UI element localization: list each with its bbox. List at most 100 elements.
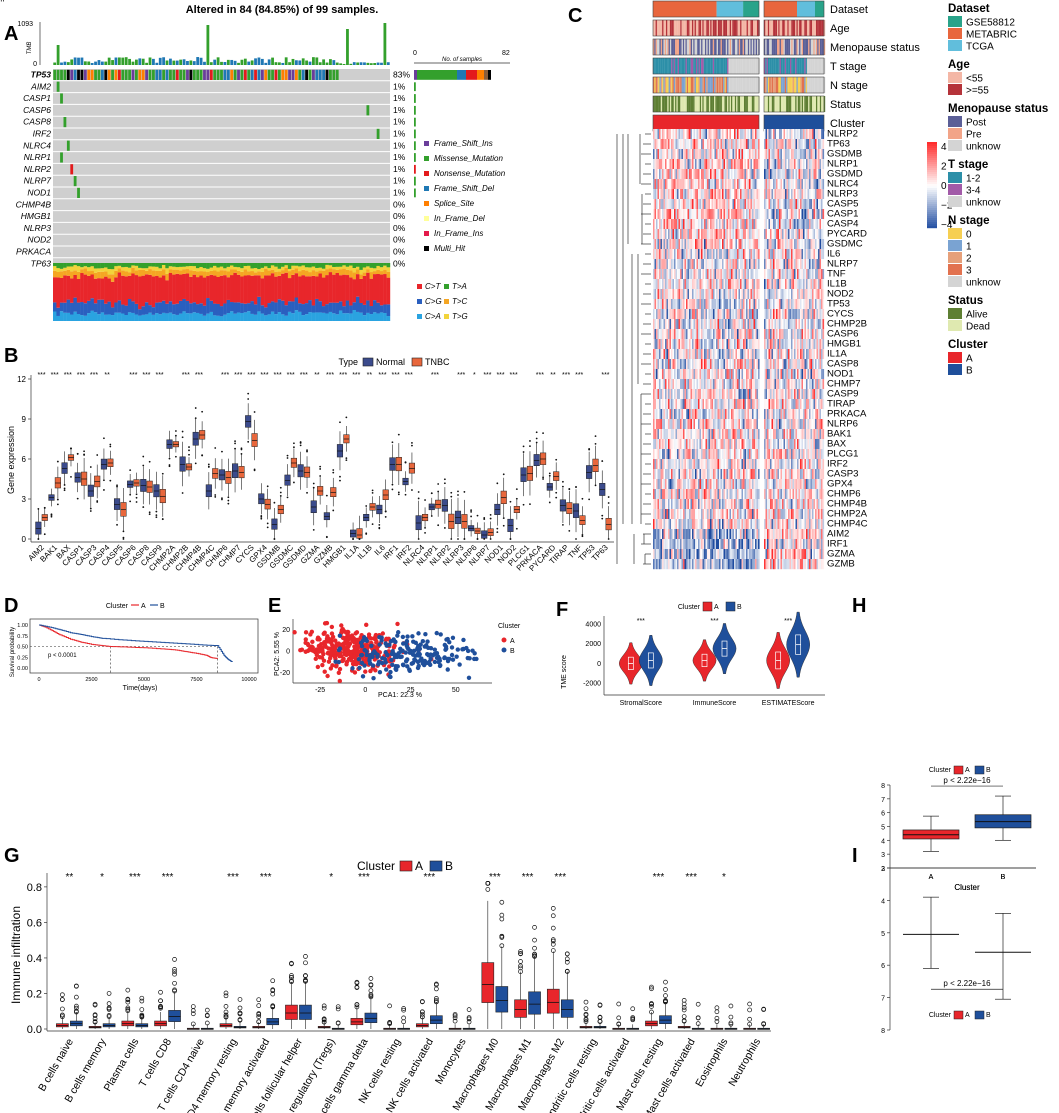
heatmap-cell: [753, 299, 756, 310]
heatmap-cell: [746, 219, 748, 230]
heatmap-cell: [687, 369, 690, 380]
heatmap-cell: [707, 209, 709, 220]
oncoplot-cell-tp53: [155, 69, 159, 80]
heatmap-cell: [813, 269, 816, 280]
titv-bar-segment: [315, 276, 319, 299]
annotation-cell: [786, 96, 788, 112]
heatmap-cell: [698, 299, 700, 310]
panel-b-outlier: [129, 469, 132, 472]
annotation-cell: [720, 39, 722, 55]
heatmap-cell: [704, 269, 706, 280]
annotation-cell: [715, 20, 717, 36]
heatmap-cell: [812, 169, 814, 180]
annotation-cell: [690, 39, 693, 55]
heatmap-cell: [746, 179, 748, 190]
titv-bar-segment: [270, 301, 275, 312]
titv-bar-segment: [359, 278, 363, 303]
heatmap-cell: [822, 179, 825, 190]
titv-bar-segment: [148, 263, 152, 267]
heatmap-cell: [795, 149, 798, 160]
heatmap-cell: [687, 169, 690, 180]
heatmap-cell: [666, 129, 669, 140]
annotation-cell: [702, 39, 704, 55]
heatmap-cell: [804, 169, 807, 180]
heatmap-cell: [785, 299, 787, 310]
heatmap-cell: [728, 159, 730, 170]
heatmap-cell: [678, 179, 681, 190]
titv-bar-segment: [355, 296, 360, 312]
heatmap-cell: [764, 289, 766, 300]
heatmap-cell: [764, 359, 766, 370]
heatmap-cell: [719, 349, 721, 360]
heatmap-cell: [726, 209, 729, 220]
heatmap-cell: [750, 129, 753, 140]
heatmap-cell: [732, 259, 735, 270]
heatmap-cell: [678, 289, 681, 300]
heatmap-cell: [702, 209, 705, 220]
annotation-cell: [697, 39, 699, 55]
tmb-bar: [162, 57, 166, 65]
heatmap-cell: [737, 369, 739, 380]
heatmap-cell: [794, 339, 796, 350]
annotation-cell: [718, 96, 720, 112]
heatmap-cell: [714, 269, 717, 280]
tmb-bar: [298, 60, 302, 65]
annotation-cell: [658, 77, 660, 93]
heatmap-cell: [807, 259, 810, 270]
heatmap-cell: [659, 199, 661, 210]
annotation-cell: [664, 77, 667, 93]
annotation-cell: [746, 20, 748, 36]
heatmap-cell: [659, 249, 661, 260]
panel-b-outlier: [437, 483, 440, 485]
heatmap-cell: [756, 319, 759, 330]
heatmap-cell: [768, 229, 771, 240]
heatmap-cell: [735, 269, 738, 280]
heatmap-cell: [668, 189, 670, 200]
oncoplot-cell-tp53: [260, 69, 264, 80]
heatmap-cell: [746, 279, 748, 290]
heatmap-cell: [707, 289, 709, 300]
heatmap-cell: [789, 299, 792, 310]
heatmap-cell: [665, 219, 667, 230]
titv-bar-segment: [219, 266, 224, 271]
heatmap-cell: [792, 299, 795, 310]
heatmap-cell: [795, 219, 798, 230]
annotation-cell: [754, 20, 756, 36]
panel-b-significance: ***: [496, 372, 504, 379]
heatmap-cell: [693, 209, 696, 220]
heatmap-cell: [714, 139, 717, 150]
heatmap-cell: [726, 159, 729, 170]
heatmap-cell: [743, 369, 745, 380]
oncoplot-cell-tp53: [158, 69, 162, 80]
heatmap-cell: [716, 129, 718, 140]
heatmap-cell: [770, 209, 772, 220]
heatmap-cell: [813, 179, 816, 190]
annotation-row-label: T stage: [830, 61, 867, 73]
heatmap-cell: [798, 259, 801, 270]
annotation-cell: [818, 58, 820, 74]
annotation-cell: [805, 77, 807, 93]
heatmap-cell: [654, 349, 657, 360]
panel-b-outlier: [463, 538, 466, 540]
heatmap-cell: [810, 279, 813, 290]
heatmap-cell: [716, 339, 718, 350]
annotation-cell: [764, 58, 766, 74]
panel-b-outlier: [266, 485, 269, 488]
heatmap-cell: [699, 309, 702, 320]
heatmap-cell: [720, 349, 723, 360]
heatmap-cell: [744, 219, 747, 230]
annotation-cell: [710, 96, 712, 112]
heatmap-cell: [710, 199, 712, 210]
heatmap-cell: [665, 279, 667, 290]
panel-b-outlier: [214, 496, 217, 498]
heatmap-cell: [684, 259, 687, 270]
heatmap-cell: [801, 289, 804, 300]
heatmap-cell: [669, 239, 672, 250]
panel-b-outlier: [404, 493, 407, 496]
titv-bar-segment: [66, 312, 71, 321]
heatmap-cell: [668, 309, 670, 320]
heatmap-cell: [660, 359, 663, 370]
heatmap-cell: [816, 149, 819, 160]
titv-bar-segment: [332, 266, 336, 270]
heatmap-cell: [735, 129, 738, 140]
